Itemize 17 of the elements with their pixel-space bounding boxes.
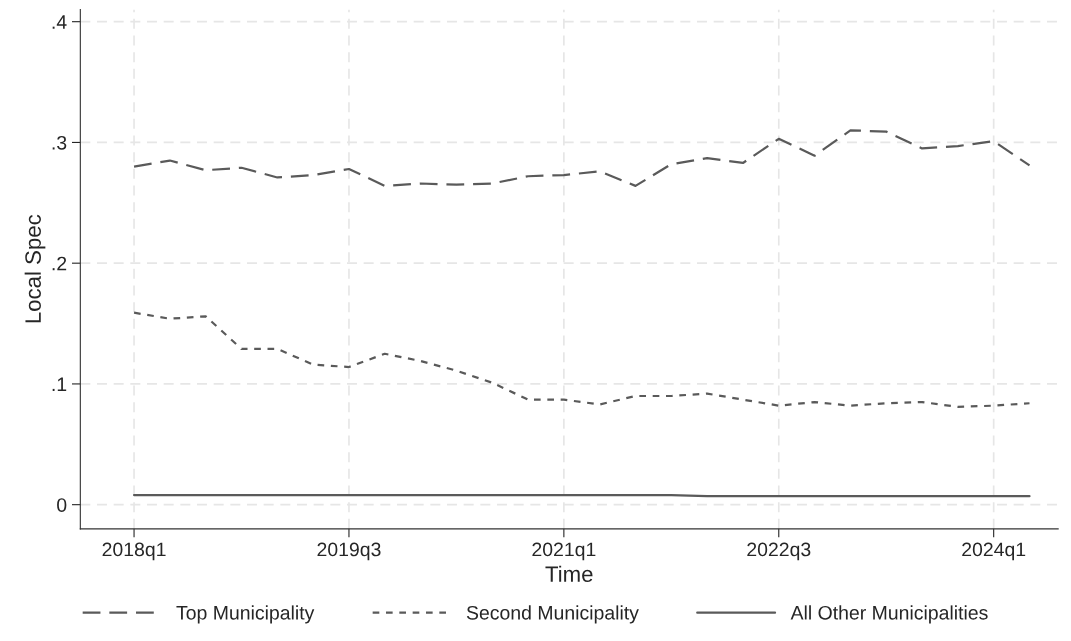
line-series	[132, 129, 1031, 188]
legend-label: Top Municipality	[176, 605, 315, 624]
x-tick-label: 2019q3	[317, 542, 381, 561]
x-tick-label: 2018q1	[102, 542, 166, 561]
y-tick-label: 0	[57, 498, 67, 512]
line-series	[132, 311, 1031, 408]
y-tick-label: .4	[52, 15, 67, 29]
legend-label: Second Municipality	[466, 605, 639, 624]
x-axis-title: Time	[545, 565, 593, 583]
x-tick-label: 2021q1	[532, 542, 596, 561]
y-axis-title: Local Spec	[24, 214, 46, 323]
y-tick-label: .2	[52, 256, 67, 271]
legend-label: All Other Municipalities	[790, 605, 988, 624]
x-tick-label: 2024q1	[962, 542, 1026, 561]
x-tick-label: 2022q3	[747, 542, 811, 561]
y-tick-label: .3	[52, 135, 67, 150]
y-tick-label: .1	[52, 377, 67, 391]
